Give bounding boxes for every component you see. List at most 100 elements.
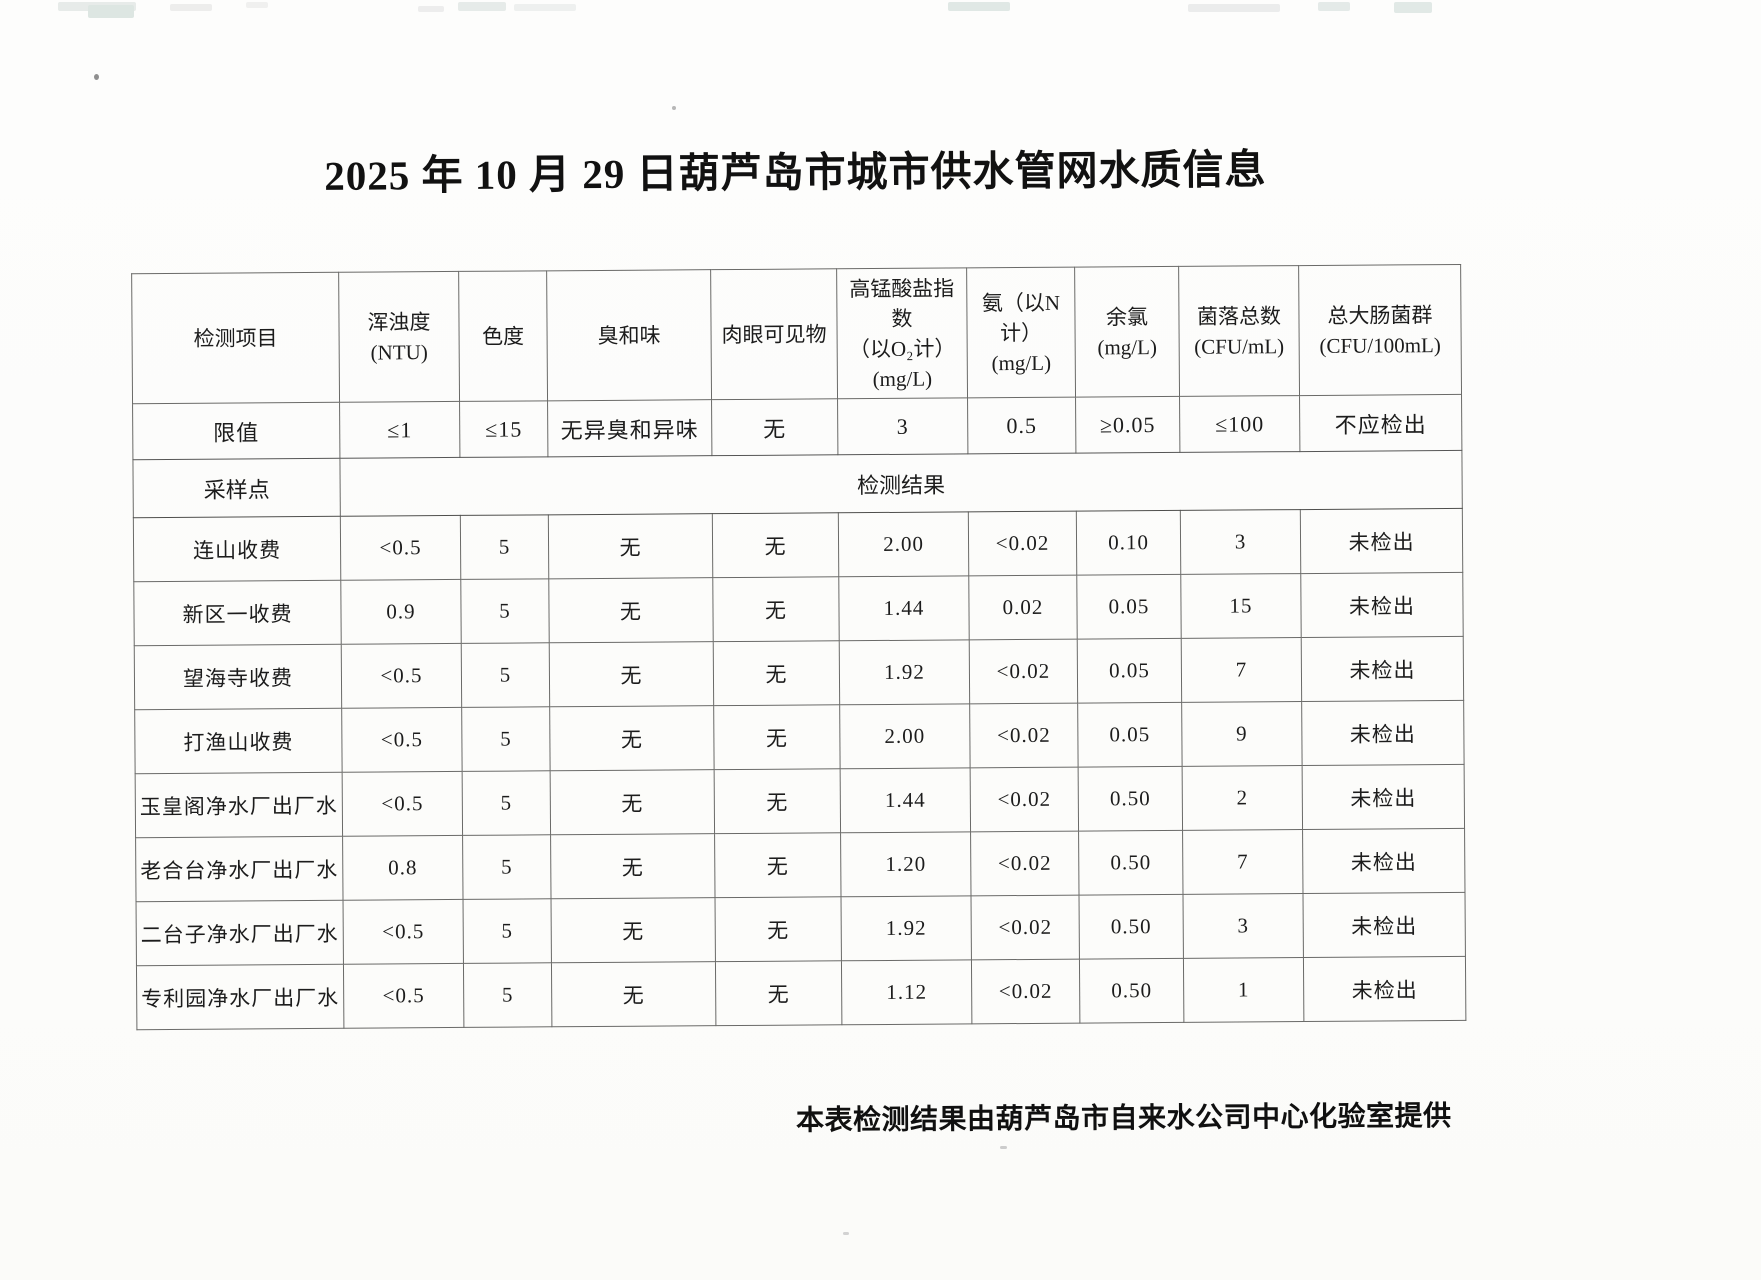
result-value-cell: 5 (463, 962, 552, 1028)
result-value-cell: <0.5 (342, 771, 463, 837)
result-value-cell: 1.44 (840, 767, 971, 833)
result-value-cell: 5 (463, 898, 552, 964)
scan-artifact (514, 4, 576, 11)
column-header-line: (mg/L) (872, 366, 933, 391)
scan-artifact (1188, 4, 1280, 12)
result-value-cell: 0.05 (1077, 638, 1182, 704)
result-value-cell: 7 (1181, 637, 1302, 703)
result-value-cell: 无 (550, 833, 716, 899)
result-value-cell: 15 (1180, 573, 1302, 639)
result-value-cell: 2 (1182, 765, 1303, 831)
site-name-cell: 望海寺收费 (134, 644, 342, 710)
scan-artifact (1318, 2, 1350, 11)
result-value-cell: 0.50 (1078, 830, 1183, 896)
scan-speck (672, 106, 676, 110)
column-header-line: 色度 (482, 323, 525, 349)
table-row: 新区一收费 0.9 5 无无 1.44 0.02 0.05 15 未检出 (133, 572, 1464, 646)
column-header: 氨（以N计） (mg/L) (966, 267, 1076, 398)
result-value-cell: 未检出 (1302, 828, 1465, 894)
result-value-cell: 未检出 (1303, 956, 1466, 1022)
scan-speck (94, 74, 99, 80)
result-value-cell: 无 (713, 640, 840, 706)
limit-row-label: 限值 (132, 402, 340, 460)
column-header-line: 氨（以N计） (981, 290, 1061, 345)
result-value-cell: 无 (712, 576, 840, 642)
result-value-cell: 未检出 (1302, 764, 1465, 830)
result-value-cell: 3 (1180, 509, 1301, 575)
result-value-cell: 5 (462, 770, 551, 836)
column-header-line: 菌落总数 (1196, 303, 1282, 329)
result-value-cell: <0.02 (968, 511, 1077, 576)
result-value-cell: 无 (712, 512, 839, 578)
result-value-cell: 无 (548, 513, 713, 579)
result-value-cell: 无 (548, 577, 714, 643)
result-value-cell: 5 (460, 578, 550, 644)
result-value-cell: <0.02 (971, 895, 1080, 960)
table-row: 打渔山收费 <0.5 5 无无 2.00 <0.02 0.05 9 未检出 (134, 700, 1465, 774)
limit-value-cell: 无 (711, 398, 838, 456)
result-value-cell: 9 (1181, 701, 1303, 767)
column-header-line: (CFU/100mL) (1319, 332, 1441, 358)
result-value-cell: 1.92 (839, 639, 970, 705)
column-header-line: 臭和味 (597, 323, 661, 348)
result-value-cell: <0.02 (970, 767, 1079, 832)
water-quality-table: 检测项目 浑浊度(NTU) 色度 臭和味 肉眼可见物 高锰酸盐指数 （以O₂计） (mg/L)… (131, 264, 1466, 1030)
sampling-row-label: 采样点 (132, 458, 341, 518)
result-value-cell: <0.5 (340, 515, 461, 581)
scan-speck (1000, 1146, 1007, 1149)
result-value-cell: 0.10 (1076, 510, 1181, 576)
column-header: 菌落总数 (CFU/mL) (1178, 265, 1300, 397)
scan-speck (843, 1232, 849, 1235)
document-title: 2025 年 10 月 29 日葫芦岛市城市供水管网水质信息 (324, 146, 1267, 199)
result-value-cell: 7 (1182, 829, 1303, 895)
result-value-cell: 无 (549, 641, 714, 707)
site-name-cell: 专利园净水厂出厂水 (136, 964, 344, 1030)
limit-value-cell: ≤15 (459, 400, 548, 458)
site-name-cell: 二台子净水厂出厂水 (136, 900, 344, 966)
result-value-cell: <0.5 (341, 643, 462, 709)
result-value-cell: 5 (460, 514, 549, 580)
sampling-row: 采样点 检测结果 (132, 450, 1463, 518)
table-row: 玉皇阁净水厂出厂水 <0.5 5 无无 1.44 <0.02 0.50 2 未检出 (135, 764, 1465, 838)
site-name-cell: 连山收费 (133, 516, 341, 582)
column-header: 总大肠菌群 (CFU/100mL) (1298, 264, 1462, 396)
header-item-label: 检测项目 (131, 272, 340, 404)
result-value-cell: 未检出 (1300, 572, 1464, 638)
table-row: 老合台净水厂出厂水 0.8 5 无无 1.20 <0.02 0.50 7 未检出 (135, 828, 1465, 902)
result-value-cell: 0.50 (1079, 958, 1184, 1024)
column-header: 色度 (458, 270, 548, 402)
column-header-line: 肉眼可见物 (721, 321, 827, 347)
limit-value-cell: ≤100 (1179, 395, 1300, 453)
table-row: 连山收费 <0.5 5 无无 2.00 <0.02 0.10 3 未检出 (133, 508, 1463, 582)
result-value-cell: 无 (713, 704, 841, 770)
limit-value-cell: ≥0.05 (1075, 396, 1180, 454)
result-value-cell: 无 (551, 961, 716, 1027)
site-name-cell: 老合台净水厂出厂水 (135, 836, 344, 902)
result-value-cell: <0.5 (341, 707, 463, 773)
scan-artifact (246, 2, 268, 8)
result-value-cell: 0.02 (968, 575, 1078, 640)
result-value-cell: 0.05 (1076, 574, 1182, 640)
result-value-cell: 无 (714, 768, 841, 834)
result-value-cell: <0.02 (969, 703, 1079, 768)
column-header: 高锰酸盐指数 （以O₂计） (mg/L) (836, 267, 968, 399)
result-value-cell: <0.5 (343, 963, 464, 1029)
scan-artifact (948, 2, 1010, 11)
column-header-line: （以O₂计） (848, 335, 956, 361)
column-header-line: (mg/L) (1097, 334, 1157, 359)
result-value-cell: 3 (1182, 893, 1304, 959)
result-label-cell: 检测结果 (339, 450, 1463, 517)
column-header-line: 余氯 (1105, 304, 1149, 329)
result-value-cell: 0.50 (1079, 894, 1184, 960)
scan-artifact (170, 4, 212, 11)
column-header: 余氯 (mg/L) (1074, 266, 1180, 398)
result-value-cell: 无 (550, 769, 715, 835)
result-value-cell: 2.00 (838, 511, 969, 577)
result-value-cell: 无 (714, 832, 842, 898)
result-value-cell: 1.20 (840, 831, 972, 897)
scan-artifact (458, 2, 506, 11)
result-value-cell: 5 (462, 834, 552, 900)
result-value-cell: <0.02 (971, 959, 1080, 1024)
